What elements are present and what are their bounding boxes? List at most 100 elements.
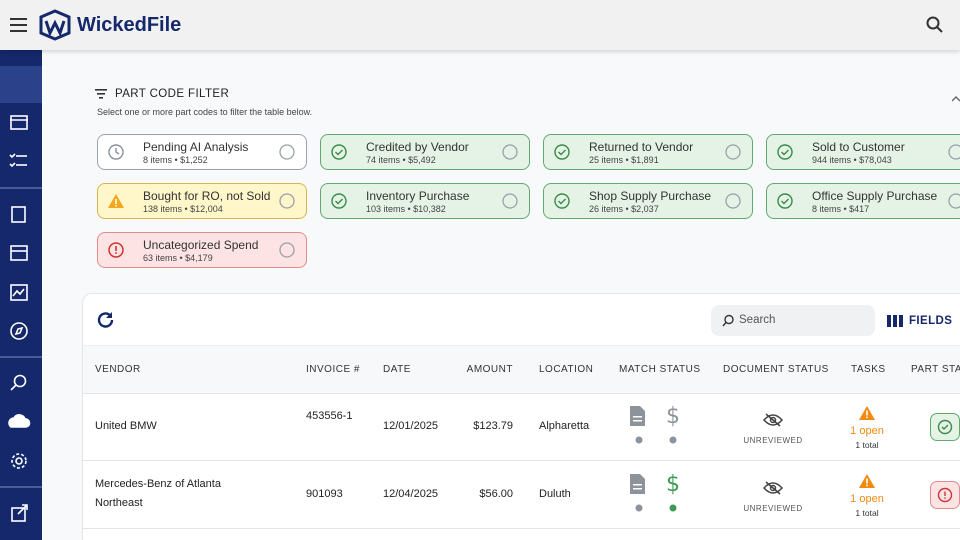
search-button[interactable] — [926, 16, 944, 34]
chip-category-icon — [725, 193, 741, 209]
chip-category-icon — [502, 144, 518, 160]
top-bar: WickedFile — [0, 0, 960, 50]
part-code-chip[interactable]: Returned to Vendor 25 items • $1,891 — [543, 134, 753, 170]
column-header[interactable]: VENDOR — [95, 364, 141, 375]
chip-label: Uncategorized Spend — [143, 238, 259, 252]
logo-text: WickedFile — [77, 14, 182, 36]
chip-detail: 8 items • $1,252 — [143, 155, 208, 165]
search-placeholder: Search — [739, 314, 776, 326]
chip-category-icon — [279, 144, 295, 160]
active-item — [0, 66, 42, 103]
date-cell: 12/01/2025 — [383, 420, 439, 432]
collapse-icon[interactable] — [952, 96, 960, 102]
chip-category-icon — [279, 242, 295, 258]
tasks-open[interactable]: 1 open — [850, 425, 884, 437]
chip-status-icon — [777, 144, 793, 160]
row-divider — [83, 460, 960, 461]
part-code-chip[interactable]: Credited by Vendor 74 items • $5,492 — [320, 134, 530, 170]
location-cell: Duluth — [539, 488, 571, 500]
part-code-chip[interactable]: Bought for RO, not Sold 138 items • $12,… — [97, 183, 307, 219]
column-header[interactable]: AMOUNT — [466, 364, 513, 375]
invoice-cell: 901093 — [306, 488, 343, 500]
amount-cell: $123.79 — [473, 420, 513, 432]
tasks-total: 1 total — [855, 440, 879, 450]
document-status: UNREVIEWED — [743, 504, 803, 513]
part-status-icon — [937, 487, 953, 503]
column-header[interactable]: DATE — [383, 364, 411, 375]
chip-detail: 138 items • $12,004 — [143, 204, 223, 214]
part-code-chip[interactable]: Sold to Customer 944 items • $78,043 — [766, 134, 960, 170]
chip-status-icon — [331, 193, 347, 209]
filter-subtitle: Select one or more part codes to filter … — [97, 107, 313, 117]
invoice-cell: 453556-1 — [306, 410, 353, 422]
chip-label: Sold to Customer — [812, 140, 905, 154]
chip-category-icon — [502, 193, 518, 209]
chip-status-icon — [108, 194, 124, 208]
row-divider — [83, 528, 960, 529]
chip-label: Returned to Vendor — [589, 140, 694, 154]
tasks-open[interactable]: 1 open — [850, 493, 884, 505]
chip-label: Shop Supply Purchase — [589, 189, 712, 203]
task-warning-icon — [859, 474, 875, 488]
part-code-chip[interactable]: Pending AI Analysis 8 items • $1,252 — [97, 134, 307, 170]
column-header[interactable]: INVOICE # — [306, 364, 360, 375]
part-code-chip[interactable]: Inventory Purchase 103 items • $10,382 — [320, 183, 530, 219]
chip-label: Bought for RO, not Sold — [143, 189, 271, 203]
chip-label: Inventory Purchase — [366, 189, 470, 203]
match-status-icons: $ — [630, 473, 680, 512]
search-icon — [722, 314, 734, 327]
part-status-badge[interactable] — [930, 481, 960, 509]
task-warning-icon — [859, 406, 875, 420]
sidebar-icons[interactable] — [0, 50, 42, 540]
match-status-icons: $ — [630, 405, 680, 444]
refresh-button[interactable] — [96, 310, 116, 330]
column-header[interactable]: DOCUMENT STATUS — [723, 364, 829, 375]
document-status: UNREVIEWED — [743, 436, 803, 445]
search-box[interactable]: Search — [711, 305, 875, 336]
unreviewed-icon — [763, 413, 783, 427]
chip-detail: 8 items • $417 — [812, 204, 870, 214]
part-status-badge[interactable] — [930, 413, 960, 441]
location-cell: Alpharetta — [539, 420, 590, 432]
vendor-cell[interactable]: Mercedes-Benz of Atlanta Northeast — [95, 478, 221, 509]
chip-label: Pending AI Analysis — [143, 140, 249, 154]
svg-text:$: $ — [666, 473, 680, 497]
chip-detail: 63 items • $4,179 — [143, 253, 213, 263]
part-code-chip[interactable]: Office Supply Purchase 8 items • $417 — [766, 183, 960, 219]
chip-status-icon — [554, 144, 570, 160]
part-code-chip[interactable]: Uncategorized Spend 63 items • $4,179 — [97, 232, 307, 268]
unreviewed-icon — [763, 481, 783, 495]
chip-category-icon — [279, 193, 295, 209]
chip-category-icon — [725, 144, 741, 160]
chip-label: Office Supply Purchase — [812, 189, 938, 203]
logo-icon — [39, 9, 71, 41]
tasks-total: 1 total — [855, 508, 879, 518]
chip-detail: 25 items • $1,891 — [589, 155, 659, 165]
chip-detail: 944 items • $78,043 — [812, 155, 892, 165]
column-header[interactable]: MATCH STATUS — [619, 364, 701, 375]
column-header[interactable]: PART STATUS — [911, 364, 960, 375]
chip-category-icon — [948, 144, 960, 160]
chip-category-icon — [948, 193, 960, 209]
chip-detail: 26 items • $2,037 — [589, 204, 659, 214]
fields-icon — [887, 315, 903, 327]
chip-status-icon — [108, 144, 124, 160]
chip-detail: 74 items • $5,492 — [366, 155, 436, 165]
chip-status-icon — [108, 242, 124, 258]
chip-label: Credited by Vendor — [366, 140, 469, 154]
column-header[interactable]: LOCATION — [539, 364, 594, 375]
vendor-cell[interactable]: United BMW — [95, 420, 157, 432]
column-header[interactable]: TASKS — [851, 364, 886, 375]
date-cell: 12/04/2025 — [383, 488, 439, 500]
svg-text:$: $ — [666, 405, 680, 429]
menu-button[interactable] — [10, 17, 28, 33]
chip-status-icon — [777, 193, 793, 209]
sidebar — [0, 50, 42, 540]
part-status-icon — [937, 419, 953, 435]
fields-button[interactable]: FIELDS — [909, 315, 953, 327]
table-header — [83, 345, 960, 394]
filter-icon — [95, 89, 107, 99]
part-code-chip[interactable]: Shop Supply Purchase 26 items • $2,037 — [543, 183, 753, 219]
filter-title: PART CODE FILTER — [115, 88, 230, 100]
